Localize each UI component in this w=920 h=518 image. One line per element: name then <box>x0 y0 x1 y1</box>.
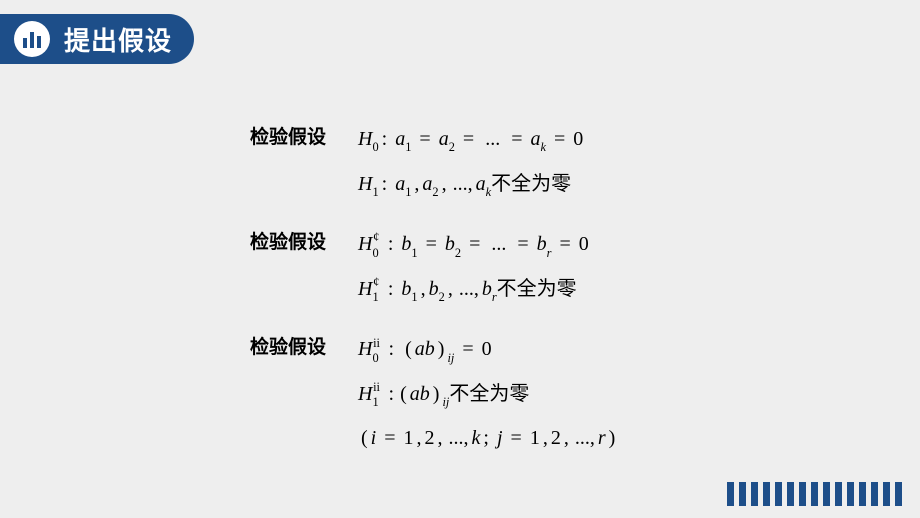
footer-decoration <box>727 482 902 506</box>
hypothesis-line: 检验假设H1: a1,a2,...,ak不全为零 <box>250 165 870 204</box>
math-expression: H0¢: b1 = b2 = ... = br = 0 <box>358 225 589 264</box>
math-expression: H1¢: b1,b2,...,br不全为零 <box>358 270 577 309</box>
hypothesis-line: 检验假设H0¢: b1 = b2 = ... = br = 0 <box>250 225 870 264</box>
footer-tick <box>883 482 890 506</box>
footer-tick <box>739 482 746 506</box>
footer-tick <box>859 482 866 506</box>
math-expression: (i = 1,2,...,k; j = 1,2,...,r) <box>358 419 618 457</box>
slide-header: 提出假设 <box>0 14 194 64</box>
hypothesis-line: 检验假设(i = 1,2,...,k; j = 1,2,...,r) <box>250 419 870 457</box>
slide-title: 提出假设 <box>64 21 172 58</box>
hypothesis-label: 检验假设 <box>250 120 358 149</box>
bar-chart-icon <box>14 21 50 57</box>
footer-tick <box>787 482 794 506</box>
footer-tick <box>763 482 770 506</box>
math-expression: H0: a1 = a2 = ... = ak = 0 <box>358 120 583 159</box>
footer-tick <box>799 482 806 506</box>
hypothesis-block: 检验假设H0ii: (ab)ij = 0检验假设H1ii:(ab)ij不全为零检… <box>250 330 870 457</box>
hypothesis-label: 检验假设 <box>250 225 358 254</box>
footer-tick <box>727 482 734 506</box>
math-expression: H1ii:(ab)ij不全为零 <box>358 375 529 414</box>
footer-tick <box>895 482 902 506</box>
math-expression: H1: a1,a2,...,ak不全为零 <box>358 165 571 204</box>
hypothesis-label: 检验假设 <box>250 330 358 359</box>
footer-tick <box>847 482 854 506</box>
footer-tick <box>811 482 818 506</box>
math-expression: H0ii: (ab)ij = 0 <box>358 330 492 369</box>
hypothesis-block: 检验假设H0¢: b1 = b2 = ... = br = 0检验假设H1¢: … <box>250 225 870 308</box>
hypothesis-content: 检验假设H0: a1 = a2 = ... = ak = 0检验假设H1: a1… <box>250 120 870 479</box>
footer-tick <box>823 482 830 506</box>
hypothesis-line: 检验假设H0ii: (ab)ij = 0 <box>250 330 870 369</box>
hypothesis-block: 检验假设H0: a1 = a2 = ... = ak = 0检验假设H1: a1… <box>250 120 870 203</box>
footer-tick <box>751 482 758 506</box>
hypothesis-line: 检验假设H1¢: b1,b2,...,br不全为零 <box>250 270 870 309</box>
footer-tick <box>871 482 878 506</box>
footer-tick <box>835 482 842 506</box>
footer-tick <box>775 482 782 506</box>
hypothesis-line: 检验假设H0: a1 = a2 = ... = ak = 0 <box>250 120 870 159</box>
hypothesis-line: 检验假设H1ii:(ab)ij不全为零 <box>250 375 870 414</box>
